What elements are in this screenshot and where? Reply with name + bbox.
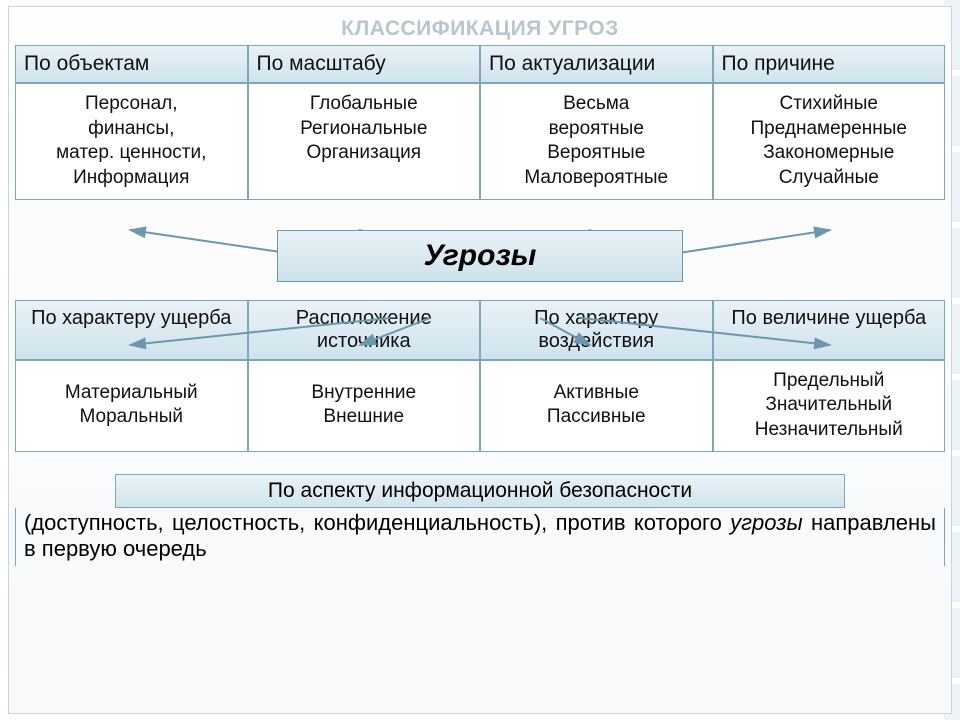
- bottom-headers-row: По характеру ущерба Расположение источни…: [15, 300, 945, 360]
- top-detail-0: Персонал, финансы, матер. ценности, Инфо…: [15, 83, 248, 200]
- bottom-header-2: По характеру воздействия: [480, 300, 713, 360]
- bottom-header-0: По характеру ущерба: [15, 300, 248, 360]
- top-detail-3: Стихийные Преднамеренные Закономерные Сл…: [713, 83, 946, 200]
- bottom-details-row: Материальный Моральный Внутренние Внешни…: [15, 360, 945, 452]
- aspect-body: (доступность, целостность, конфиденциаль…: [15, 508, 945, 566]
- aspect-body-italic: угрозы: [730, 510, 803, 535]
- top-header-0: По объектам: [15, 45, 248, 83]
- top-header-1: По масштабу: [248, 45, 481, 83]
- top-header-2: По актуализации: [480, 45, 713, 83]
- bottom-header-1: Расположение источника: [248, 300, 481, 360]
- top-detail-2: Весьма вероятные Вероятные Маловероятные: [480, 83, 713, 200]
- bottom-detail-1: Внутренние Внешние: [248, 360, 481, 452]
- center-node: Угрозы: [277, 230, 683, 282]
- aspect-header: По аспекту информационной безопасности: [115, 474, 845, 508]
- top-headers-row: По объектам По масштабу По актуализации …: [15, 45, 945, 83]
- bottom-detail-2: Активные Пассивные: [480, 360, 713, 452]
- aspect-section: По аспекту информационной безопасности (…: [15, 474, 945, 566]
- top-details-row: Персонал, финансы, матер. ценности, Инфо…: [15, 83, 945, 200]
- top-detail-1: Глобальные Региональные Организация: [248, 83, 481, 200]
- bottom-detail-3: Предельный Значительный Незначительный: [713, 360, 946, 452]
- bottom-header-3: По величине ущерба: [713, 300, 946, 360]
- slide-frame: КЛАССИФИКАЦИЯ УГРОЗ По объектам По масшт…: [8, 6, 952, 714]
- top-header-3: По причине: [713, 45, 946, 83]
- aspect-body-before: (доступность, целостность, конфиденциаль…: [24, 510, 730, 535]
- page-title: КЛАССИФИКАЦИЯ УГРОЗ: [9, 7, 951, 45]
- bottom-detail-0: Материальный Моральный: [15, 360, 248, 452]
